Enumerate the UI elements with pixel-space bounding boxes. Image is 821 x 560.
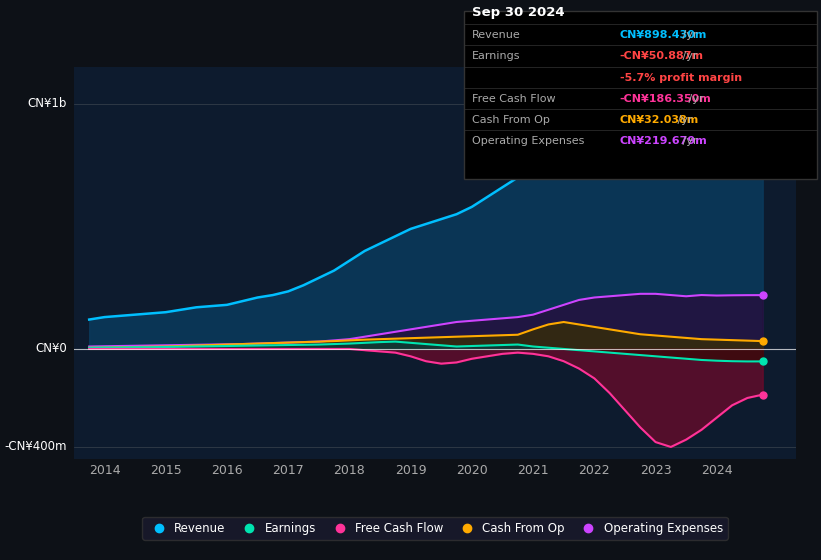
Text: CN¥1b: CN¥1b [27,97,67,110]
Text: /yr: /yr [680,52,698,62]
Text: /yr: /yr [674,115,693,125]
Text: -5.7% profit margin: -5.7% profit margin [620,73,742,83]
Legend: Revenue, Earnings, Free Cash Flow, Cash From Op, Operating Expenses: Revenue, Earnings, Free Cash Flow, Cash … [143,517,727,539]
Text: Earnings: Earnings [472,52,521,62]
Text: CN¥219.679m: CN¥219.679m [620,137,708,147]
Text: Sep 30 2024: Sep 30 2024 [472,6,565,18]
Text: -CN¥400m: -CN¥400m [4,441,67,454]
Text: CN¥32.038m: CN¥32.038m [620,115,699,125]
Text: /yr: /yr [680,30,698,40]
Text: CN¥0: CN¥0 [35,343,67,356]
Text: Cash From Op: Cash From Op [472,115,550,125]
Text: -CN¥50.887m: -CN¥50.887m [620,52,704,62]
Text: CN¥898.430m: CN¥898.430m [620,30,707,40]
Text: /yr: /yr [685,94,704,104]
Text: Free Cash Flow: Free Cash Flow [472,94,556,104]
Text: -CN¥186.350m: -CN¥186.350m [620,94,712,104]
Text: /yr: /yr [680,137,698,147]
Text: Operating Expenses: Operating Expenses [472,137,585,147]
Text: Revenue: Revenue [472,30,521,40]
